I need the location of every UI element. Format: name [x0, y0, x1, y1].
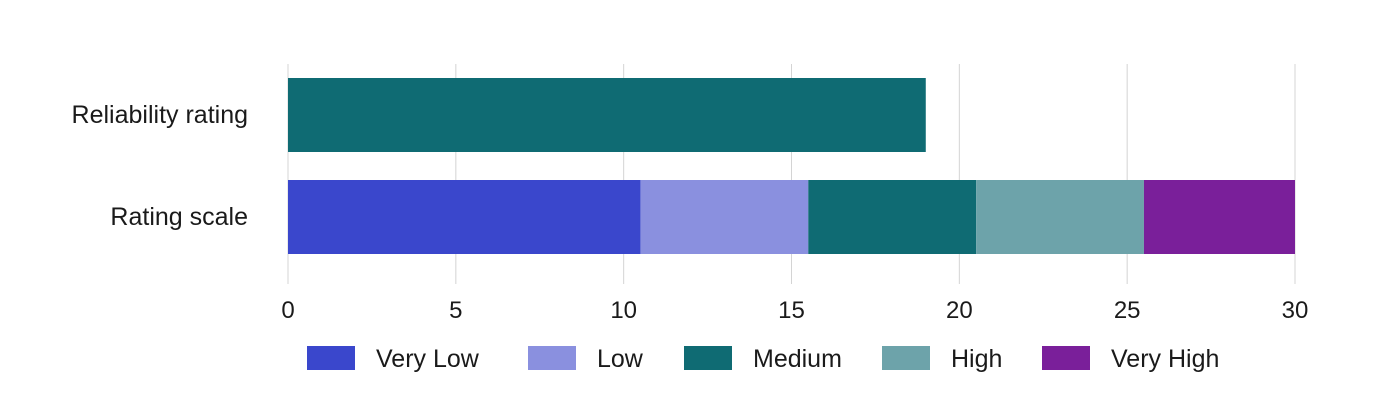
x-tick-label: 10 — [610, 297, 637, 324]
legend-item: Very High — [1042, 345, 1219, 373]
bar-segment-medium — [288, 78, 926, 152]
legend-label: Low — [597, 345, 644, 373]
legend-label: High — [951, 345, 1002, 373]
bars — [288, 78, 1295, 254]
legend-swatch — [1042, 346, 1090, 370]
bar-segment-low — [640, 180, 809, 254]
x-tick-label: 30 — [1282, 297, 1309, 324]
category-label: Rating scale — [110, 203, 248, 231]
bar-segment-medium — [808, 180, 977, 254]
legend-item: Very Low — [307, 345, 480, 373]
legend-swatch — [307, 346, 355, 370]
x-tick-label: 15 — [778, 297, 805, 324]
legend-swatch — [882, 346, 930, 370]
legend-label: Very Low — [376, 345, 480, 373]
legend-label: Very High — [1111, 345, 1219, 373]
legend-swatch — [528, 346, 576, 370]
legend-label: Medium — [753, 345, 842, 373]
x-tick-label: 25 — [1114, 297, 1141, 324]
x-tick-label: 20 — [946, 297, 973, 324]
legend-item: Medium — [684, 345, 842, 373]
category-label: Reliability rating — [72, 101, 248, 129]
legend-item: Low — [528, 345, 644, 373]
x-tick-label: 5 — [449, 297, 462, 324]
legend: Very Low Low Medium High Very High — [307, 345, 1219, 373]
category-labels: Reliability rating Rating scale — [72, 101, 248, 231]
bar-segment-very-high — [1143, 180, 1295, 254]
legend-item: High — [882, 345, 1002, 373]
x-tick-label: 0 — [281, 297, 294, 324]
legend-swatch — [684, 346, 732, 370]
bar-segment-very-low — [288, 180, 641, 254]
x-axis-tick-labels: 0 5 10 15 20 25 30 — [281, 297, 1308, 324]
bar-segment-high — [976, 180, 1144, 254]
